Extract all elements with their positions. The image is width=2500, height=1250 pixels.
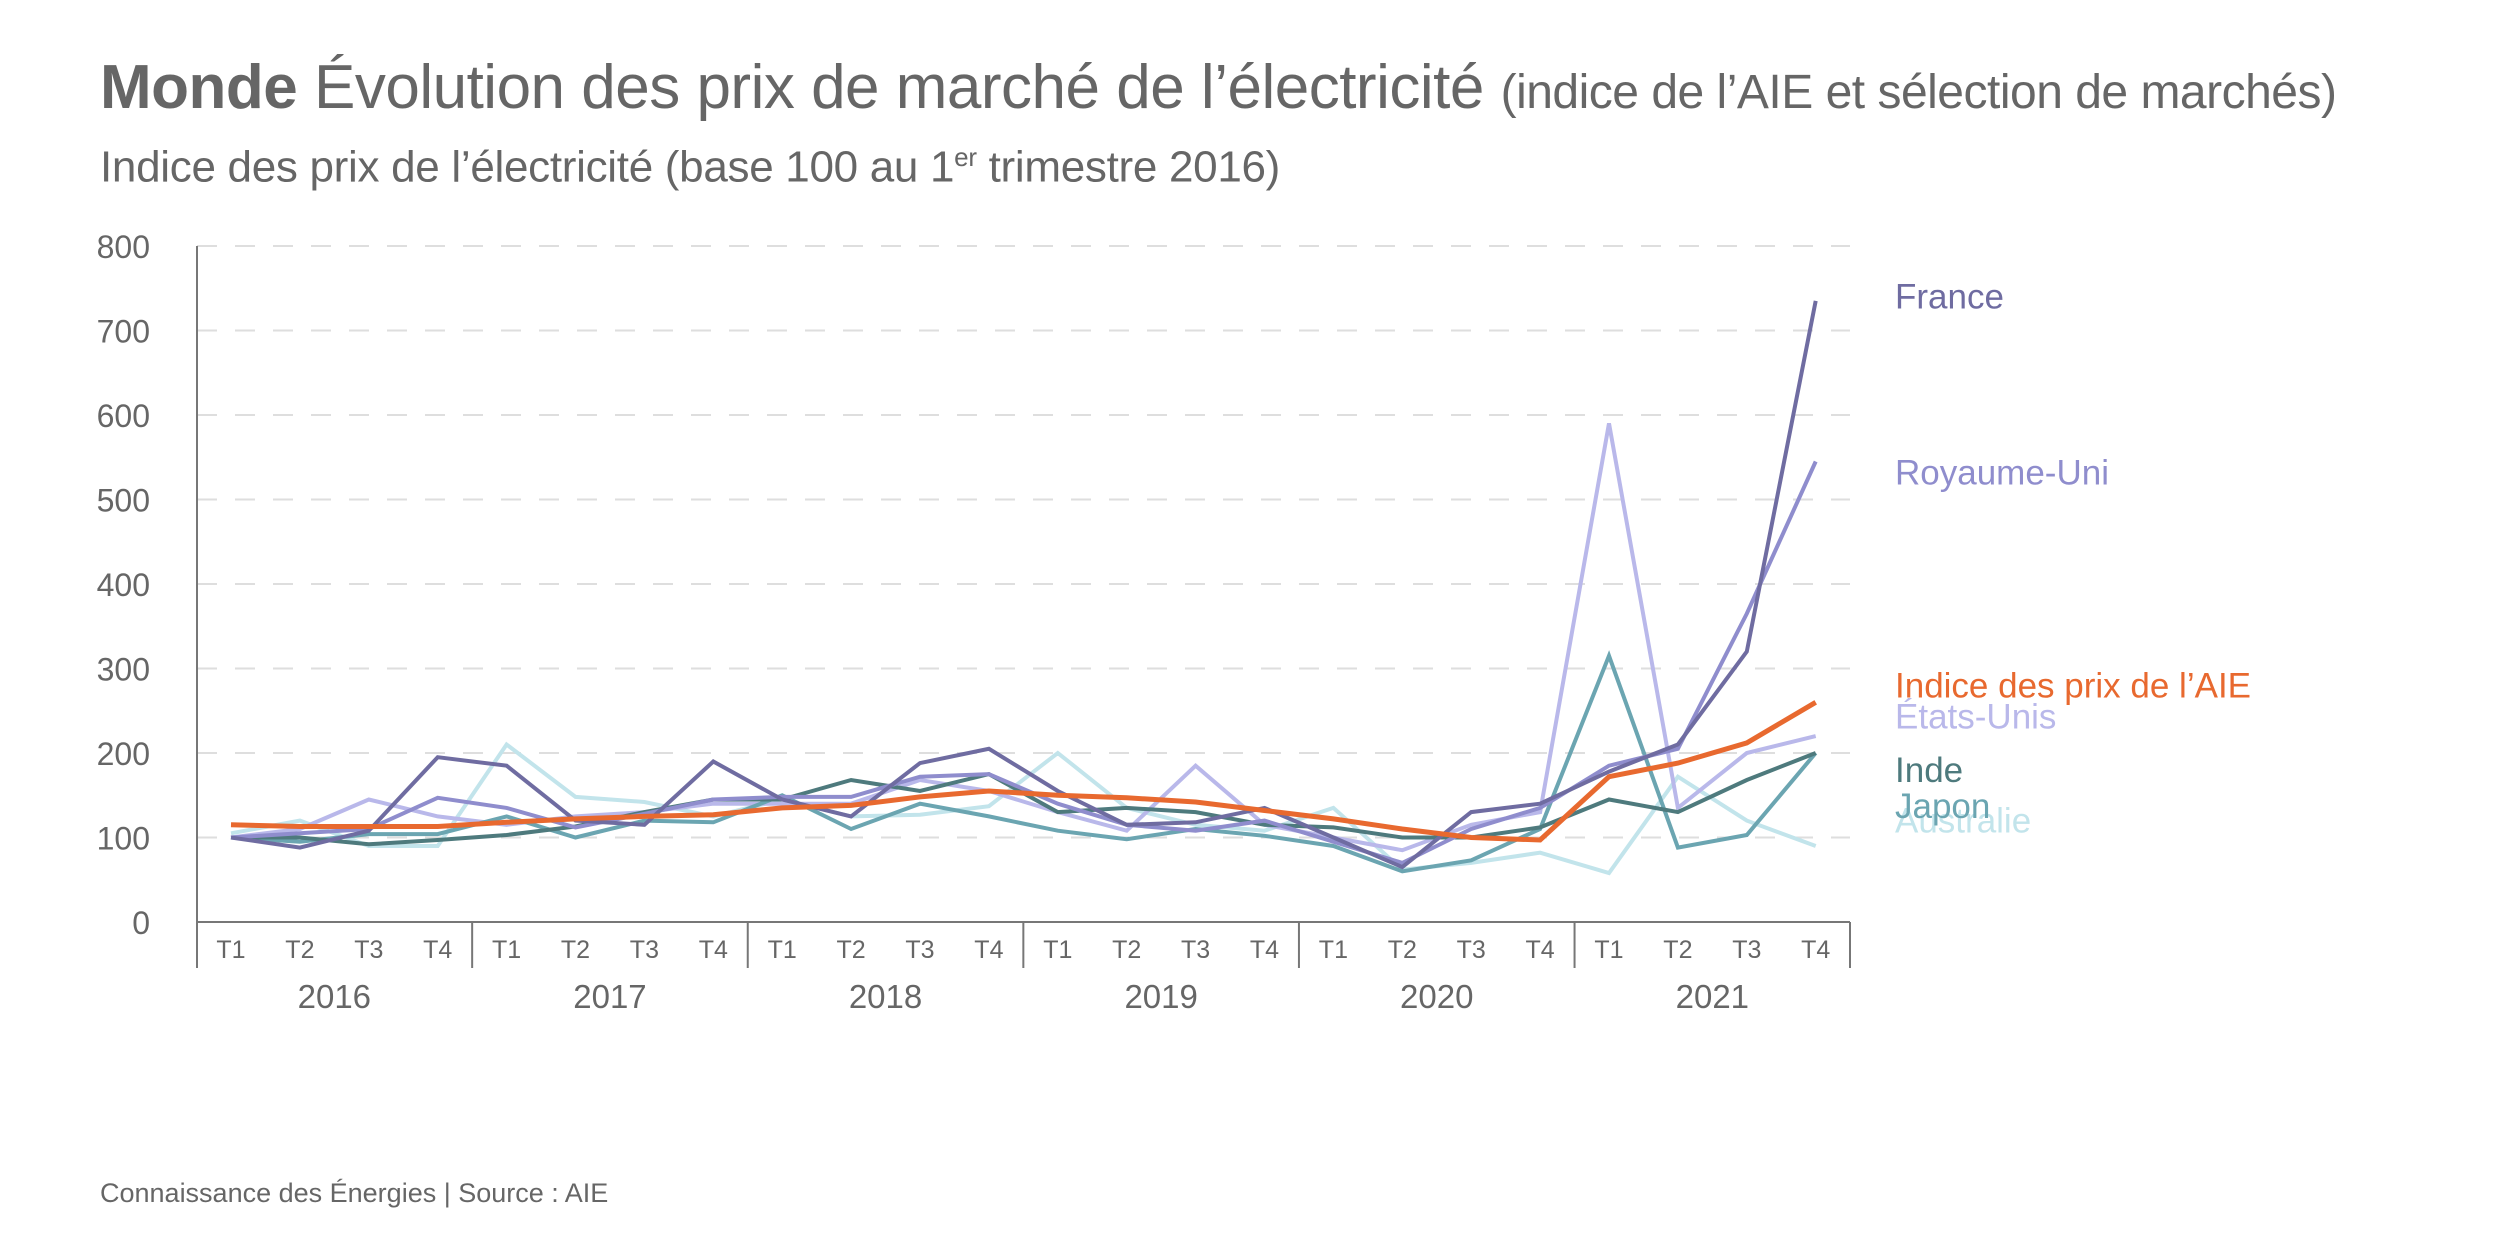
title-region: Monde: [100, 53, 298, 122]
legend-label: France: [1895, 278, 2004, 317]
chart-subtitle: Indice des prix de l’électricité (base 1…: [100, 142, 1280, 193]
quarter-tick-label: T4: [423, 936, 452, 964]
y-tick-label: 400: [97, 567, 150, 603]
legend-label: Japon: [1895, 787, 1990, 826]
quarter-tick-label: T2: [1663, 936, 1692, 964]
y-tick-label: 600: [97, 398, 150, 434]
y-tick-label: 500: [97, 483, 150, 519]
series-line: [230, 460, 1818, 866]
series-lines: [230, 300, 1818, 876]
quarter-tick-label: T1: [216, 936, 245, 964]
quarter-tick-label: T2: [837, 936, 866, 964]
year-tick-label: 2018: [849, 978, 922, 1015]
legend-label: Indice des prix de l’AIE: [1895, 666, 2251, 705]
quarter-tick-label: T3: [1457, 936, 1486, 964]
quarter-tick-label: T3: [630, 936, 659, 964]
quarter-tick-label: T4: [1250, 936, 1279, 964]
year-tick-label: 2021: [1676, 978, 1749, 1015]
quarter-tick-label: T4: [974, 936, 1003, 964]
chart-title: Monde Évolution des prix de marché de l’…: [100, 52, 2337, 123]
y-tick-label: 700: [97, 314, 150, 350]
quarter-tick-label: T1: [1319, 936, 1348, 964]
subtitle-text-end: trimestre 2016): [976, 142, 1281, 192]
quarter-tick-label: T2: [1112, 936, 1141, 964]
quarter-tick-label: T1: [1594, 936, 1623, 964]
legend-label: États-Unis: [1895, 698, 2056, 737]
gridlines: [197, 245, 1850, 839]
y-tick-label: 0: [132, 905, 150, 941]
quarter-tick-label: T2: [561, 936, 590, 964]
y-tick-label: 800: [97, 229, 150, 265]
source-footer: Connaissance des Énergies | Source : AIE: [100, 1178, 609, 1208]
quarter-tick-label: T4: [1801, 936, 1830, 964]
quarter-tick-label: T4: [699, 936, 728, 964]
subtitle-text: Indice des prix de l’électricité (base 1…: [100, 142, 955, 192]
legend-label: Royaume-Uni: [1895, 453, 2109, 492]
x-axis: T1 T2 T3 T4 2016 T1 T2 T3 T4 2017 T1 T2 T3 T4 2018 T1 T2…: [196, 246, 1851, 1015]
y-tick-label: 100: [97, 821, 150, 857]
year-tick-label: 2020: [1400, 978, 1473, 1015]
quarter-tick-label: T3: [1181, 936, 1210, 964]
y-tick-label: 200: [97, 736, 150, 772]
series-line: [230, 741, 1817, 876]
subtitle-superscript: er: [954, 142, 977, 172]
y-axis-ticks: 0 100 200 300 400 500 600 700 800: [97, 229, 150, 941]
quarter-tick-label: T3: [354, 936, 383, 964]
legend-label: Australie: [1895, 802, 2031, 841]
year-tick-label: 2016: [298, 978, 371, 1015]
legend-label: Inde: [1895, 751, 1963, 790]
y-tick-label: 300: [97, 652, 150, 688]
title-main: Évolution des prix de marché de l’électr…: [313, 53, 1484, 122]
year-tick-label: 2019: [1124, 978, 1197, 1015]
quarter-tick-label: T3: [1732, 936, 1761, 964]
quarter-tick-label: T2: [285, 936, 314, 964]
quarter-tick-label: T1: [768, 936, 797, 964]
year-tick-label: 2017: [573, 978, 646, 1015]
series-line: [230, 700, 1817, 843]
quarter-tick-label: T3: [905, 936, 934, 964]
quarter-tick-label: T4: [1526, 936, 1555, 964]
quarter-tick-label: T1: [492, 936, 521, 964]
title-parenthetical: (indice de l’AIE et sélection de marchés…: [1500, 66, 2337, 119]
series-line: [230, 300, 1818, 870]
quarter-tick-label: T1: [1043, 936, 1072, 964]
quarter-tick-label: T2: [1388, 936, 1417, 964]
